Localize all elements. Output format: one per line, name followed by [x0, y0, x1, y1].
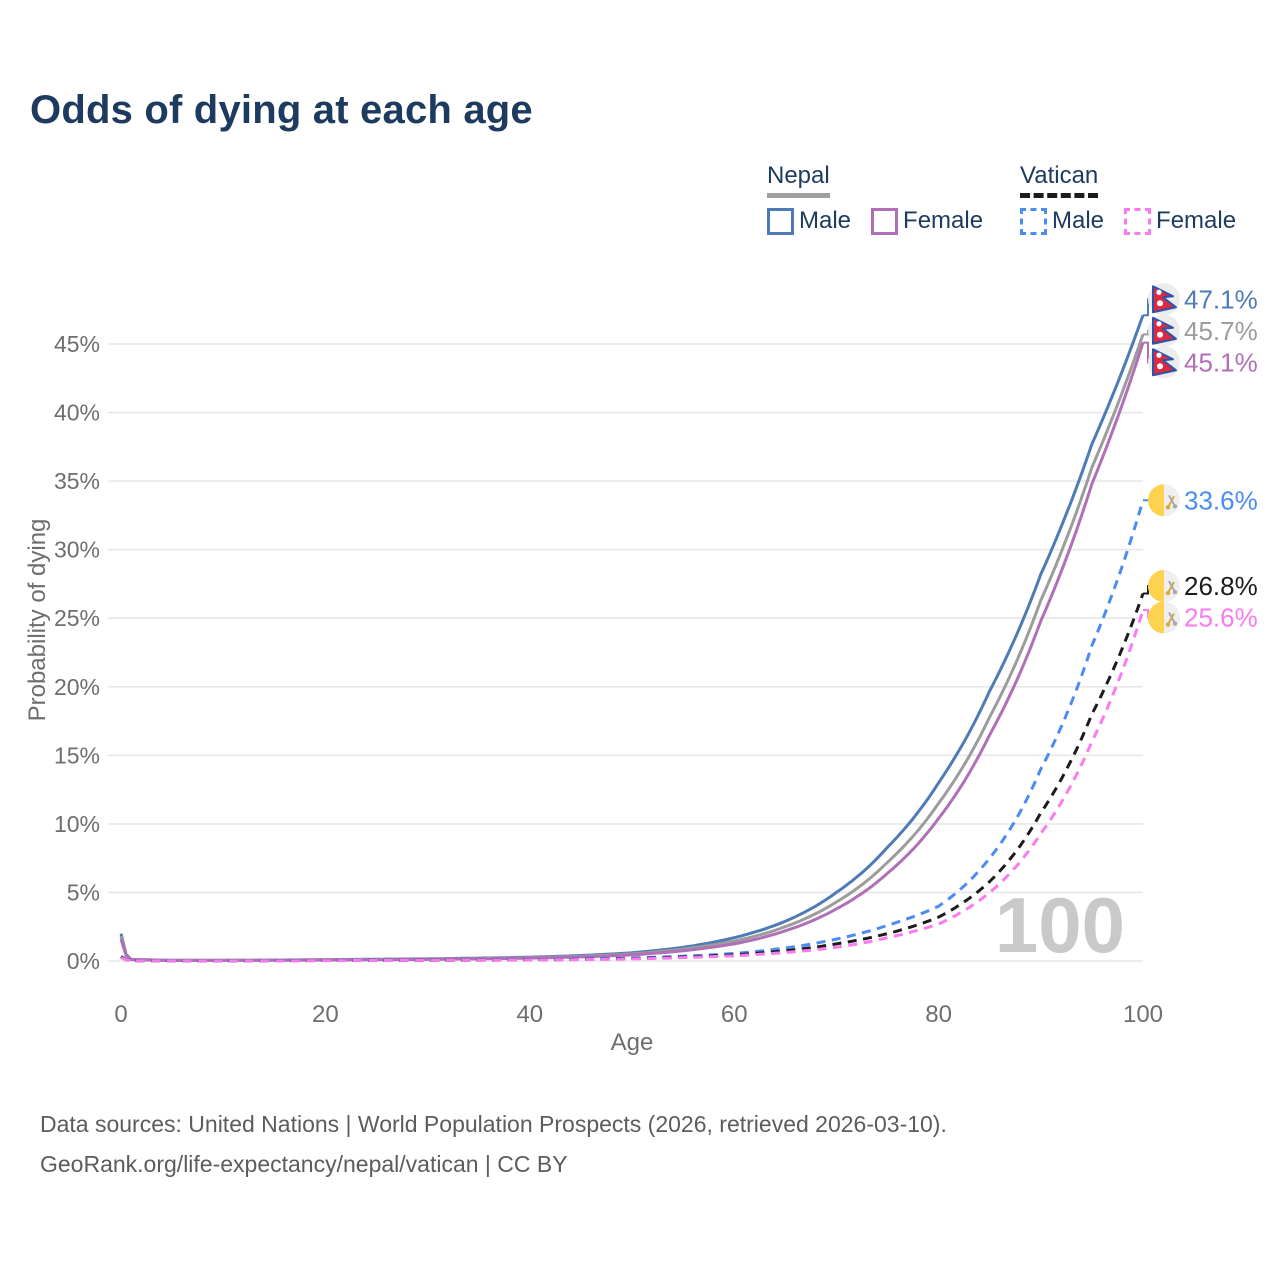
- end-value-label-nepal-both: 45.7%: [1184, 316, 1258, 346]
- vatican-key-silver: [1172, 589, 1178, 595]
- vatican-flag-icon: [1148, 484, 1164, 517]
- nepal-flag-sun: [1157, 300, 1163, 307]
- vatican-key-silver: [1172, 621, 1178, 626]
- x-tick-label: 80: [925, 1001, 952, 1028]
- end-value-label-nepal-male: 47.1%: [1184, 284, 1258, 314]
- vatican-key-gold: [1165, 622, 1171, 627]
- legend-group-nepal: Nepal Male Female: [767, 162, 1003, 235]
- legend-label-nepal-female[interactable]: Female: [903, 207, 984, 234]
- end-value-label-vatican-male: 33.6%: [1184, 485, 1258, 515]
- x-tick-label: 40: [516, 1001, 543, 1028]
- series-line-vatican-female[interactable]: [120, 609, 1145, 963]
- series-line-vatican-both[interactable]: [120, 592, 1145, 963]
- legend-swatch-vatican-female[interactable]: [1124, 207, 1152, 235]
- x-tick-label: 20: [312, 1001, 339, 1028]
- legend-swatch-vatican-male[interactable]: [1020, 207, 1047, 235]
- attribution-footer: Data sources: United Nations | World Pop…: [40, 1104, 1190, 1184]
- data-sources-line: Data sources: United Nations | World Pop…: [40, 1111, 947, 1137]
- x-tick-label: 0: [114, 1001, 127, 1028]
- source-url-line: GeoRank.org/life-expectancy/nepal/vatica…: [40, 1151, 568, 1177]
- vatican-key-gold: [1165, 590, 1171, 596]
- nepal-flag-moon: [1156, 352, 1162, 358]
- x-tick-label: 60: [721, 1001, 748, 1028]
- legend-group-vatican: Vatican Male Female: [1020, 162, 1256, 235]
- y-tick-label: 45%: [54, 331, 100, 357]
- y-tick-label: 40%: [54, 400, 100, 426]
- y-tick-label: 15%: [54, 742, 100, 768]
- page-title: Odds of dying at each age: [30, 88, 533, 132]
- series-line-nepal-female[interactable]: [119, 342, 1145, 962]
- y-tick-label: 35%: [54, 468, 100, 494]
- x-tick-label: 100: [1123, 1001, 1163, 1028]
- x-axis-title: Age: [611, 1029, 654, 1056]
- y-tick-label: 20%: [54, 674, 100, 700]
- y-tick-label: 30%: [54, 537, 100, 563]
- vatican-key-gold: [1165, 505, 1171, 510]
- vatican-key-silver: [1172, 504, 1178, 509]
- y-tick-label: 25%: [54, 605, 100, 631]
- nepal-flag-moon: [1156, 289, 1162, 295]
- legend-label-vatican-female[interactable]: Female: [1156, 207, 1237, 234]
- nepal-flag-moon: [1156, 321, 1162, 327]
- legend-label-vatican-male[interactable]: Male: [1052, 207, 1105, 234]
- end-value-label-vatican-female: 25.6%: [1184, 603, 1258, 633]
- y-tick-label: 10%: [54, 811, 100, 837]
- legend: Nepal Male Female Vatican Male Female: [0, 162, 1280, 242]
- end-value-label-nepal-female: 45.1%: [1184, 347, 1258, 377]
- age-watermark: 100: [995, 881, 1125, 969]
- vatican-flag-icon: [1148, 601, 1164, 634]
- y-axis-title: Probability of dying: [24, 519, 51, 722]
- series-line-vatican-male[interactable]: [120, 499, 1145, 963]
- end-value-label-vatican-both: 26.8%: [1184, 571, 1258, 601]
- nepal-flag-sun: [1157, 331, 1163, 338]
- legend-swatch-nepal-male[interactable]: [767, 207, 794, 235]
- legend-label-nepal-male[interactable]: Male: [799, 207, 852, 234]
- y-tick-label: 5%: [67, 879, 100, 905]
- y-tick-label: 0%: [67, 948, 100, 974]
- legend-country-nepal[interactable]: Nepal: [767, 162, 830, 198]
- nepal-flag-sun: [1157, 363, 1163, 370]
- series-line-nepal-both[interactable]: [119, 333, 1145, 962]
- vatican-flag-icon: [1148, 570, 1164, 603]
- legend-swatch-nepal-female[interactable]: [871, 207, 899, 235]
- legend-country-vatican[interactable]: Vatican: [1020, 162, 1099, 198]
